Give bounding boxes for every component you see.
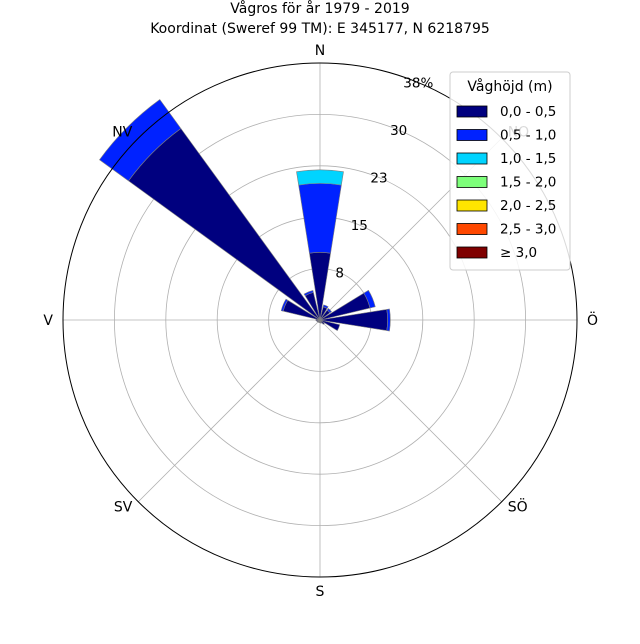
legend-swatch (456, 246, 488, 259)
sector-bar-292.5-bin-1 (280, 298, 289, 312)
legend-swatch (456, 223, 488, 235)
legend-label: ≥ 3,0 (500, 245, 537, 261)
legend-swatch (456, 176, 488, 188)
grid-spoke (319, 319, 503, 503)
legend-swatch (456, 199, 488, 212)
legend-swatch (456, 105, 488, 118)
direction-label-NV: NV (112, 124, 132, 140)
direction-label-N: N (315, 43, 325, 59)
legend-title: Våghöjd (m) (467, 78, 552, 95)
legend-label: 2,0 - 2,5 (500, 198, 556, 214)
legend-swatch (456, 129, 488, 141)
sector-bar-45-bin-1 (326, 308, 332, 314)
sector-bar-0-bin-2 (296, 169, 344, 186)
sector-bar-67.5-bin-1 (363, 289, 376, 309)
direction-label-V: V (43, 313, 53, 329)
sector-bar-112.5-bin-0 (319, 319, 341, 332)
legend-label: 0,0 - 0,5 (500, 104, 556, 120)
legend: Våghöjd (m) 0,0 - 0,5 0,5 - 1,0 1,0 - 1,5 1… (449, 71, 571, 271)
grid-spoke (137, 319, 321, 503)
sector-bar-270-bin-0 (315, 319, 321, 321)
radial-tick-label: 8 (335, 266, 344, 282)
radial-tick-label: 15 (351, 218, 368, 234)
sector-bar-22.5-bin-1 (322, 304, 329, 309)
direction-label-SV: SV (114, 500, 133, 516)
legend-label: 0,5 - 1,0 (500, 128, 556, 144)
legend-frame (449, 71, 571, 271)
radial-tick-label: 38% (403, 76, 433, 92)
sector-bar-135-bin-0 (319, 319, 325, 325)
sector-bars (62, 62, 578, 578)
direction-label-SÖ: SÖ (508, 498, 528, 516)
direction-label-S: S (316, 584, 325, 600)
legend-entries: 0,0 - 0,5 0,5 - 1,0 1,0 - 1,5 1,5 - 2,0 2,0 … (456, 104, 556, 261)
legend-swatch (456, 152, 488, 165)
sector-bar-337.5-bin-1 (303, 290, 314, 297)
radial-tick-labels: 8 15 23 30 38% (335, 76, 433, 282)
direction-label-Ö: Ö (587, 311, 598, 329)
legend-label: 2,5 - 3,0 (500, 222, 556, 238)
chart-title: Vågros för år 1979 - 2019 (230, 0, 409, 17)
sector-bar-157.5-bin-0 (319, 319, 323, 324)
sector-bar-315-bin-1 (99, 99, 182, 182)
chart-subtitle: Koordinat (Sweref 99 TM): E 345177, N 62… (150, 21, 490, 37)
radial-tick-label: 30 (390, 123, 407, 139)
sector-bar-90-bin-1 (386, 308, 391, 332)
legend-label: 1,0 - 1,5 (500, 151, 556, 167)
radial-tick-label: 23 (370, 171, 387, 187)
legend-label: 1,5 - 2,0 (500, 175, 556, 191)
polar-border (62, 62, 578, 578)
